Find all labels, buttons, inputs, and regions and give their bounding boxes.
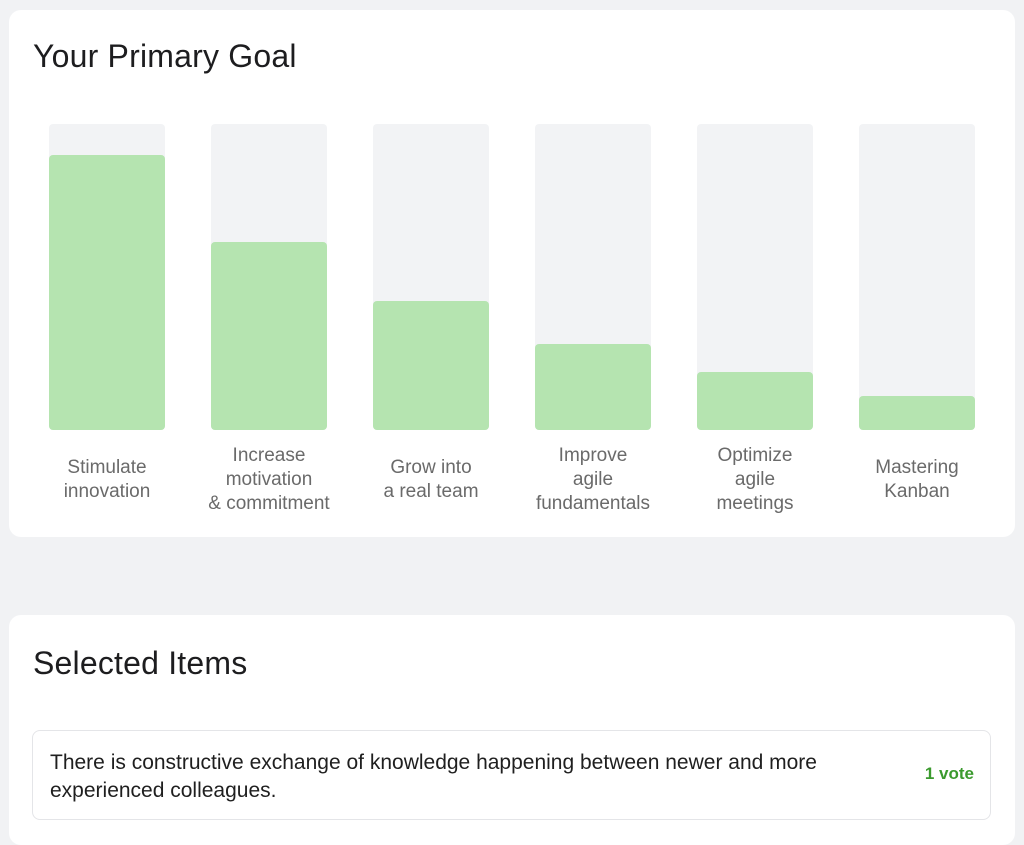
- bar-fill: [373, 301, 489, 430]
- bar-column: Optimize agile meetings: [697, 124, 813, 514]
- bar-column: Grow into a real team: [373, 124, 489, 502]
- bar-label: Improve agile fundamentals: [535, 445, 651, 514]
- bar-label: Optimize agile meetings: [716, 445, 794, 514]
- bar-fill: [697, 372, 813, 430]
- bar-track: [535, 124, 651, 430]
- bar-track: [373, 124, 489, 430]
- bar-column: Stimulate innovation: [49, 124, 165, 502]
- bar-track: [211, 124, 327, 430]
- bar-fill: [859, 396, 975, 430]
- bar-column: Mastering Kanban: [859, 124, 975, 502]
- bar-column: Improve agile fundamentals: [535, 124, 651, 514]
- bar-track: [49, 124, 165, 430]
- bar-label: Mastering Kanban: [875, 457, 959, 502]
- bar-label: Increase motivation & commitment: [208, 445, 330, 514]
- bar-fill: [49, 155, 165, 430]
- bar-track: [697, 124, 813, 430]
- selected-items-card: Selected Items There is constructive exc…: [9, 615, 1015, 845]
- bar-label: Grow into a real team: [383, 457, 479, 502]
- selected-items-title: Selected Items: [33, 645, 248, 681]
- goal-bar-chart: Stimulate innovation Increase motivation …: [9, 10, 1015, 537]
- primary-goal-card: Your Primary Goal Stimulate innovation In…: [9, 10, 1015, 537]
- bar-fill: [211, 242, 327, 430]
- vote-count: 1 vote: [924, 764, 974, 783]
- selected-item-text: There is constructive exchange of knowle…: [50, 751, 817, 802]
- primary-goal-title: Your Primary Goal: [33, 38, 297, 74]
- selected-item[interactable]: There is constructive exchange of knowle…: [32, 730, 991, 820]
- bar-column: Increase motivation & commitment: [208, 124, 330, 514]
- bar-fill: [535, 344, 651, 430]
- bar-track: [859, 124, 975, 430]
- bar-label: Stimulate innovation: [63, 457, 151, 502]
